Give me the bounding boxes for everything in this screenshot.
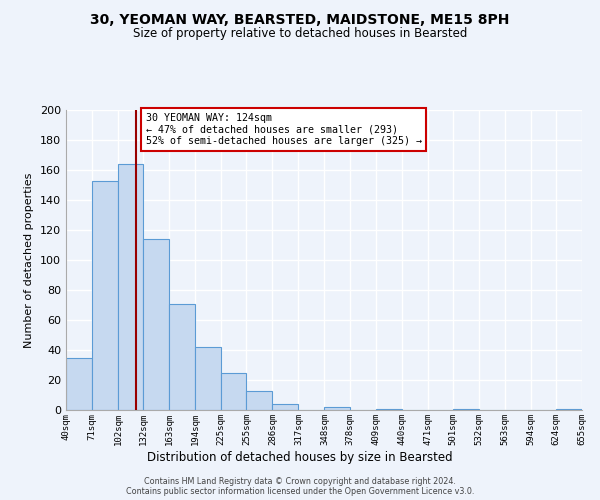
Bar (195, 347, 221, 410)
Bar (556, 408, 582, 410)
Text: 30, YEOMAN WAY, BEARSTED, MAIDSTONE, ME15 8PH: 30, YEOMAN WAY, BEARSTED, MAIDSTONE, ME1… (91, 12, 509, 26)
Bar (118, 164, 143, 410)
Bar (92, 180, 118, 410)
Bar (169, 304, 195, 410)
Bar (453, 408, 479, 410)
Text: Contains HM Land Registry data © Crown copyright and database right 2024.: Contains HM Land Registry data © Crown c… (144, 476, 456, 486)
Bar (325, 407, 350, 410)
Bar (66, 358, 92, 410)
Bar (376, 408, 401, 410)
Text: Contains public sector information licensed under the Open Government Licence v3: Contains public sector information licen… (126, 488, 474, 496)
Text: Distribution of detached houses by size in Bearsted: Distribution of detached houses by size … (147, 451, 453, 464)
Bar (272, 404, 298, 410)
Text: Size of property relative to detached houses in Bearsted: Size of property relative to detached ho… (133, 28, 467, 40)
Text: 30 YEOMAN WAY: 124sqm
← 47% of detached houses are smaller (293)
52% of semi-det: 30 YEOMAN WAY: 124sqm ← 47% of detached … (146, 113, 422, 146)
Bar (143, 239, 169, 410)
Y-axis label: Number of detached properties: Number of detached properties (25, 172, 34, 348)
Bar (247, 390, 272, 410)
Bar (221, 372, 247, 410)
